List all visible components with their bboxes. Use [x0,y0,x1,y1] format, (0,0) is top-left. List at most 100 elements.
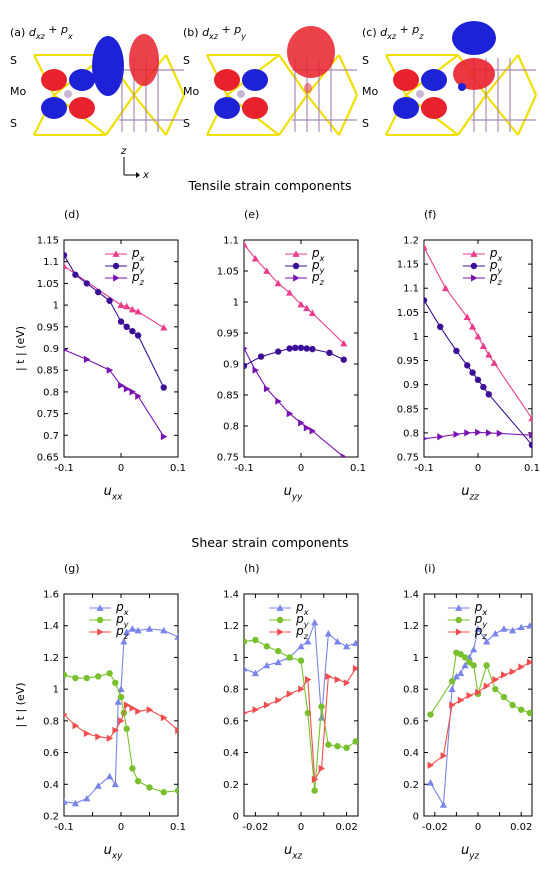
data-point [424,297,428,304]
shear-heading: Shear strain components [191,535,349,550]
series-line [64,349,165,437]
data-point [160,789,167,796]
y-tick-label: 1 [53,301,59,312]
x-tick-label: -0.1 [54,822,74,833]
data-point [461,661,469,669]
series-line [424,246,532,419]
data-point [475,688,482,696]
x-axis-label: uxy [104,843,123,862]
plot-area [244,240,348,457]
x-axis-label: uxz [284,843,302,862]
chart-d: (d) 0.65 0.7 0.75 0.8 0.85 0.9 0.95 1 1.05 1.1 1.15… [14,208,186,503]
chart-h: (h)00.20.40.60.811.21.4-0.02 0 0.02uxzpxpy… [223,562,359,862]
legend-entry: pz [474,624,488,641]
axes-indicator: zx [120,146,149,181]
red-lobe [41,69,67,91]
y-tick-label: 0.9 [43,344,59,355]
series-line [244,668,357,782]
y-tick-label: 0.8 [403,685,419,696]
data-point [526,658,532,666]
y-tick-label: 1 [53,685,59,696]
data-point [251,669,259,677]
y-tick-label: 1.2 [223,621,239,632]
data-point [117,318,125,325]
data-point [311,787,318,794]
data-point [275,647,282,655]
bond-line [485,94,519,136]
data-point [129,765,136,772]
panel-label: (i) [424,562,436,575]
legend-entry: py [474,612,488,629]
data-point [475,428,482,437]
y-tick-label: 0.8 [403,428,419,439]
y-tick-label: 1.1 [223,236,239,247]
data-point [297,344,305,352]
data-point [474,376,482,384]
x-axis-label: uyz [461,843,479,862]
data-point [474,332,482,340]
series-pz [244,664,358,784]
bond-line [105,94,135,136]
data-point [483,682,491,690]
legend-marker [112,250,120,257]
atom-label-mo: Mo [183,85,199,98]
data-point [114,698,122,705]
dxz-orbital [393,69,447,119]
series-py [427,649,532,718]
data-point [134,332,142,339]
legend-entry: pz [115,624,129,641]
mo-atom [64,90,72,98]
data-point [160,714,168,722]
blue-lobe [421,69,447,91]
data-point [509,668,517,676]
data-point [461,654,469,661]
legend-marker [293,274,300,282]
legend-marker [277,628,284,636]
data-point [106,734,114,742]
data-point [485,391,492,398]
data-point [83,674,91,682]
data-point [440,752,448,760]
blue-lobe [393,97,419,119]
mo-atom [416,90,424,98]
data-point [526,622,532,629]
p-orbital [92,34,159,96]
legend-marker [455,616,462,624]
data-point [448,685,456,693]
x-axis-label: uzz [461,484,479,503]
data-point [244,362,248,370]
bond-line [278,54,308,96]
x-tick-label: 0 [298,822,304,833]
y-tick-label: 0.9 [223,360,239,371]
red-lobe [69,97,95,119]
data-point [518,706,525,713]
z-axis-label: z [120,146,127,157]
data-point [83,794,91,802]
data-point [325,741,332,748]
y-tick-label: 0.85 [37,366,59,377]
series-px [424,243,532,422]
data-point [160,626,168,634]
chart-g: (g) 0.2 0.4 0.6 0.8 1 1.2 1.4 1.6 -0.1 0 0.1 uxy | t … [14,562,186,862]
series-line [430,661,531,766]
red-lobe [129,34,159,86]
data-point [426,779,435,786]
orbital-panel-label: (c) dxz + pz [362,23,424,41]
bond-line [337,54,359,96]
data-point [500,693,508,701]
atom-label-mo: Mo [362,85,378,98]
y-tick-label: 0.8 [43,387,59,398]
data-point [352,738,358,745]
legend-marker [292,262,300,270]
data-point [111,780,119,788]
atom-label-mo: Mo [10,85,26,98]
red-lobe-small [304,83,312,93]
legend-entry: pz [295,624,309,641]
data-point [303,304,311,312]
y-tick-label: 0 [233,812,239,823]
data-point [311,775,319,784]
data-point [117,685,125,693]
data-point [252,366,259,374]
series-px [244,240,348,347]
data-point [334,676,342,684]
